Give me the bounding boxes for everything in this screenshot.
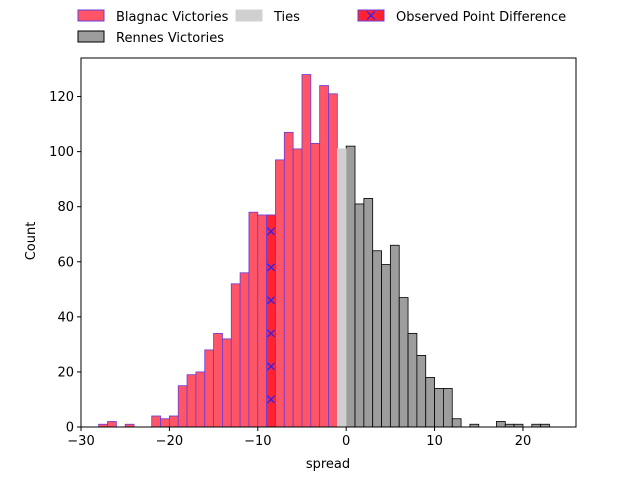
bar-blagnac-victories — [239, 272, 250, 428]
marker-stroke — [267, 329, 275, 338]
marker-stroke — [267, 227, 275, 236]
bar-blagnac-victories — [257, 214, 268, 428]
bar-blagnac-victories — [213, 332, 223, 428]
marker-stroke — [267, 362, 275, 371]
legend-entry: Ties — [235, 9, 300, 25]
bar-blagnac-victories — [319, 85, 329, 428]
x-axis-label: spread — [306, 457, 350, 472]
legend: Blagnac Victories Rennes Victories Ties Obs… — [77, 9, 566, 46]
bar-rennes-victories — [398, 297, 409, 428]
legend-entry: Rennes Victories — [77, 30, 224, 46]
x-tick-label: −30 — [67, 434, 94, 449]
bar-ties — [336, 148, 347, 428]
y-tick-label: 60 — [57, 255, 74, 270]
x-tick-label: −20 — [156, 434, 183, 449]
bar-blagnac-victories — [186, 374, 197, 428]
legend-swatch — [77, 9, 105, 22]
observed-marker — [267, 296, 275, 305]
bar-rennes-victories — [389, 244, 400, 428]
legend-swatch — [235, 9, 263, 22]
observed-marker — [267, 362, 275, 371]
x-tick-label: 20 — [515, 434, 532, 449]
observed-marker — [267, 395, 275, 404]
bar-blagnac-victories — [230, 283, 241, 428]
y-tick-label: 120 — [49, 90, 74, 105]
legend-label: Rennes Victories — [116, 31, 224, 46]
bar-blagnac-victories — [222, 338, 232, 428]
bar-blagnac-victories — [275, 159, 285, 428]
bar-blagnac-victories — [248, 211, 259, 428]
observed-marker — [267, 329, 275, 338]
bar-rennes-victories — [354, 203, 365, 428]
x-tick-label: 0 — [342, 434, 350, 449]
bar-rennes-victories — [425, 377, 435, 428]
y-tick-label: 0 — [66, 421, 74, 436]
y-axis-label: Count — [24, 222, 39, 261]
legend-label: Ties — [273, 10, 300, 25]
marker-stroke — [267, 296, 275, 305]
marker-stroke — [267, 263, 275, 272]
bar-blagnac-victories — [160, 418, 170, 428]
legend-label: Blagnac Victories — [116, 10, 229, 25]
bar-rennes-victories — [416, 355, 427, 428]
bar-blagnac-victories — [310, 142, 321, 428]
observed-point-difference-bar — [266, 214, 276, 428]
bar-blagnac-victories — [168, 415, 179, 428]
y-tick-label: 40 — [57, 310, 74, 325]
legend-label: Observed Point Difference — [396, 10, 566, 25]
bar-blagnac-victories — [283, 131, 294, 428]
legend-swatch — [77, 30, 105, 43]
bar-rennes-victories — [451, 418, 462, 428]
bar-rennes-victories — [496, 421, 506, 428]
y-tick-label: 100 — [49, 145, 74, 160]
x-tick-label: −10 — [244, 434, 271, 449]
marker-stroke — [267, 395, 275, 404]
bar-blagnac-victories — [107, 421, 117, 428]
bar-rennes-victories — [363, 198, 374, 428]
bar-blagnac-victories — [195, 371, 206, 428]
bar-blagnac-victories — [151, 415, 161, 428]
bar-blagnac-victories — [301, 74, 312, 428]
observed-marker — [267, 227, 275, 236]
axes-frame — [80, 57, 577, 428]
bar-rennes-victories — [372, 250, 382, 428]
bar-rennes-victories — [407, 332, 418, 428]
y-tick-label: 80 — [57, 200, 74, 215]
axes: −30 −20 −10 0 10 20 0 20 40 60 80 100 120 — [49, 57, 577, 449]
legend-entry: Blagnac Victories — [77, 9, 229, 25]
bar-blagnac-victories — [204, 349, 214, 428]
bar-blagnac-victories — [177, 385, 188, 428]
bar-rennes-victories — [345, 145, 356, 428]
bar-rennes-victories — [434, 388, 444, 428]
bar-blagnac-victories — [292, 148, 303, 428]
observed-marker — [267, 263, 275, 272]
x-tick-label: 10 — [426, 434, 443, 449]
y-tick-label: 20 — [57, 365, 74, 380]
bar-rennes-victories — [381, 264, 391, 428]
bar-rennes-victories — [443, 388, 453, 428]
bar-blagnac-victories — [328, 93, 338, 428]
legend-marker-stroke — [366, 11, 376, 20]
plot-area — [98, 74, 550, 428]
legend-entry: Observed Point Difference — [357, 9, 566, 25]
